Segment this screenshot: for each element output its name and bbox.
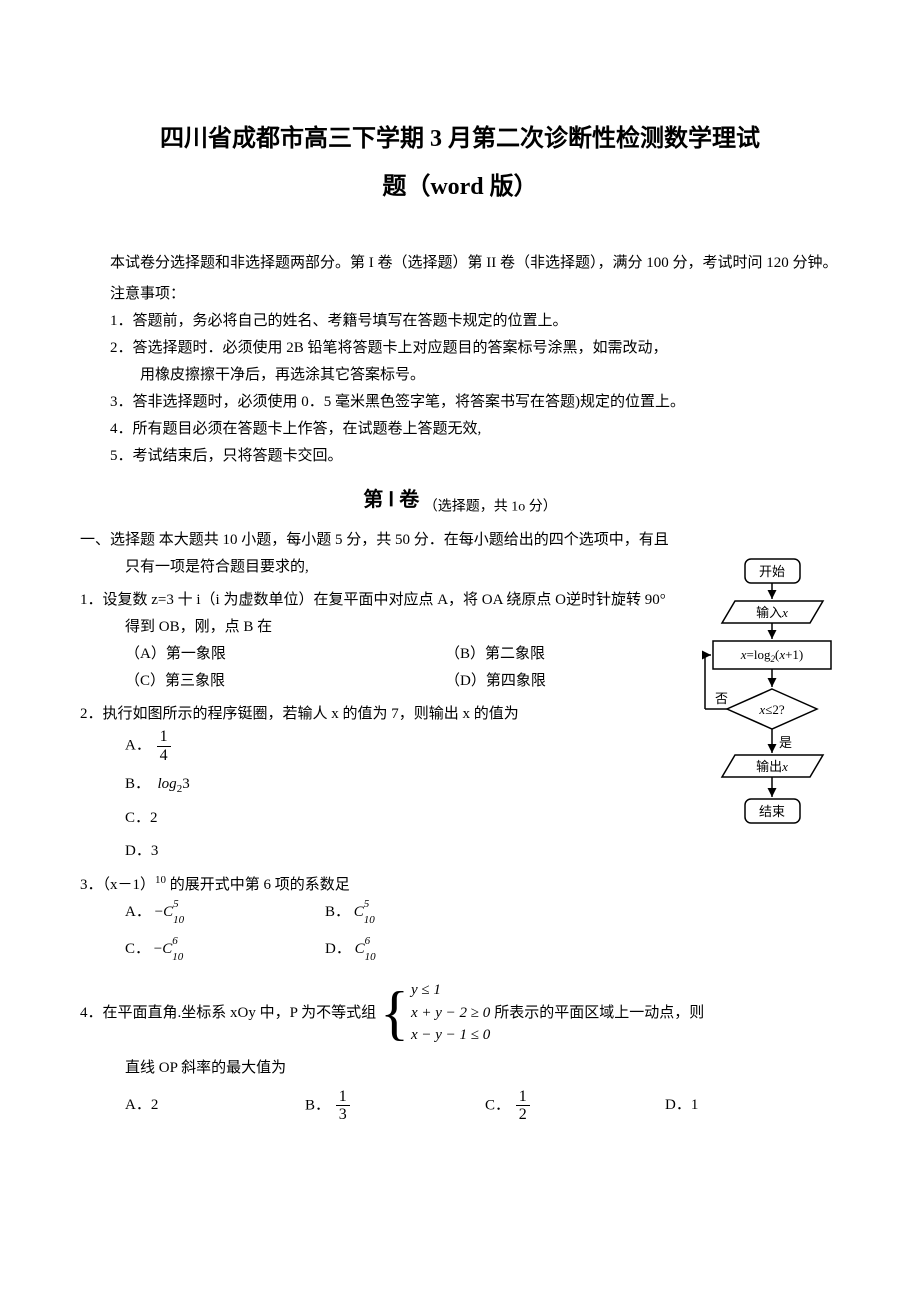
page-subtitle: 题（word 版）: [80, 166, 840, 209]
intro-text: 本试卷分选择题和非选择题两部分。第 I 卷（选择题）第 II 卷（非选择题），满…: [80, 250, 840, 277]
combination: C106: [162, 936, 172, 963]
q1-text: 得到 OB，刚，点 B 在: [80, 614, 840, 641]
eq-line: x − y − 1 ≤ 0: [411, 1024, 490, 1047]
q1-opt-d: （D）第四象限: [445, 668, 546, 695]
question-4: 4．在平面直角.坐标系 xOy 中，P 为不等式组 { y ≤ 1 x + y …: [80, 979, 840, 1124]
denominator: 2: [516, 1106, 530, 1124]
opt-label: D．: [325, 941, 351, 957]
notice-item: 用橡皮擦擦干净后，再选涂其它答案标号。: [80, 362, 840, 389]
q4-opt-b: B． 1 3: [305, 1088, 485, 1124]
question-2: 2．执行如图所示的程序铤圈，若输人 x 的值为 7，则输出 x 的值为 A． 1…: [80, 701, 840, 865]
fraction: 1 4: [157, 728, 171, 764]
svg-text:开始: 开始: [759, 564, 785, 579]
section-main: 第 Ⅰ 卷: [363, 489, 419, 511]
eq-line: x + y − 2 ≥ 0: [411, 1002, 490, 1025]
q2-opt-a: A． 1 4: [125, 728, 840, 764]
q1-options: （A）第一象限 （B）第二象限 （C）第三象限 （D）第四象限: [125, 641, 840, 695]
q1-opt-a: （A）第一象限: [125, 641, 445, 668]
fraction: 1 2: [516, 1088, 530, 1124]
combination: C105: [163, 899, 173, 926]
q4-options: A．2 B． 1 3 C． 1 2 D．1: [125, 1088, 840, 1124]
fraction: 1 3: [336, 1088, 350, 1124]
opt-label: A．: [125, 738, 151, 754]
q3-opt-c: C． −C106: [125, 936, 325, 963]
neg-sign: −: [155, 904, 163, 920]
opt-label: B．: [325, 904, 350, 920]
math-log: log: [158, 776, 177, 792]
q4-text-pre: 4．在平面直角.坐标系 xOy 中，P 为不等式组: [80, 1000, 376, 1027]
opt-label: C．: [125, 941, 150, 957]
left-brace-icon: {: [380, 983, 409, 1043]
numerator: 1: [157, 728, 171, 747]
opt-label: B．: [125, 776, 150, 792]
q3-opt-d: D． C106: [325, 936, 525, 963]
q2-opt-c: C．2: [125, 805, 840, 832]
math-arg: 3: [182, 776, 190, 792]
notice-item: 5．考试结束后，只将答题卡交回。: [80, 443, 840, 470]
combination: C106: [355, 936, 365, 963]
notice-item: 3．答非选择题时，必须使用 0．5 毫米黑色签字笔，将答案书写在答题)规定的位置…: [80, 389, 840, 416]
q1-text: 1．设复数 z=3 十 i（i 为虚数单位）在复平面中对应点 A，将 OA 绕原…: [80, 587, 840, 614]
q1-opt-c: （C）第三象限: [125, 668, 445, 695]
opt-label: A．: [125, 904, 151, 920]
q2-opt-d: D．3: [125, 838, 840, 865]
section-sub: （选择题，共 1o 分）: [424, 499, 557, 514]
notice-item: 4．所有题目必须在答题卡上作答，在试题卷上答题无效,: [80, 416, 840, 443]
denominator: 3: [336, 1106, 350, 1124]
notice-title: 注意事项：: [80, 281, 840, 308]
q2-options: A． 1 4 B． log23 C．2 D．3: [125, 728, 840, 865]
q3-text-part: 3．（x－1）: [80, 877, 155, 893]
question-1: 1．设复数 z=3 十 i（i 为虚数单位）在复平面中对应点 A，将 OA 绕原…: [80, 587, 840, 695]
q2-opt-b: B． log23: [125, 771, 840, 800]
notice-item: 1．答题前，务必将自己的姓名、考籍号填写在答题卡规定的位置上。: [80, 308, 840, 335]
q4-text: 4．在平面直角.坐标系 xOy 中，P 为不等式组 { y ≤ 1 x + y …: [80, 979, 840, 1047]
q4-opt-d: D．1: [665, 1092, 698, 1119]
section-desc: 一、选择题 本大题共 10 小题，每小题 5 分，共 50 分．在每小题给出的四…: [80, 527, 840, 554]
equation-system: { y ≤ 1 x + y − 2 ≥ 0 x − y − 1 ≤ 0: [380, 979, 490, 1047]
numerator: 1: [516, 1088, 530, 1107]
notice-item: 2．答选择题时．必须使用 2B 铅笔将答题卡上对应题目的答案标号涂黑，如需改动，: [80, 335, 840, 362]
opt-label: B．: [305, 1097, 330, 1113]
question-3: 3．（x－1）10 的展开式中第 6 项的系数足 A． −C105 B． C10…: [80, 871, 840, 963]
q3-text: 3．（x－1）10 的展开式中第 6 项的系数足: [80, 871, 840, 899]
q4-text-post: 所表示的平面区域上一动点，则: [494, 1000, 704, 1027]
q3-text-part: 的展开式中第 6 项的系数足: [166, 877, 350, 893]
q3-opt-b: B． C105: [325, 899, 525, 926]
q4-text-line2: 直线 OP 斜率的最大值为: [80, 1055, 840, 1082]
eq-line: y ≤ 1: [411, 979, 490, 1002]
q4-opt-a: A．2: [125, 1092, 305, 1119]
q3-opt-a: A． −C105: [125, 899, 325, 926]
opt-label: C．: [485, 1097, 510, 1113]
combination: C105: [354, 899, 364, 926]
neg-sign: −: [154, 941, 162, 957]
denominator: 4: [157, 747, 171, 765]
numerator: 1: [336, 1088, 350, 1107]
exponent: 10: [155, 874, 166, 886]
q4-opt-c: C． 1 2: [485, 1088, 665, 1124]
q3-options: A． −C105 B． C105 C． −C106 D． C106: [125, 899, 840, 963]
page-title: 四川省成都市高三下学期 3 月第二次诊断性检测数学理试: [80, 120, 840, 158]
q1-opt-b: （B）第二象限: [445, 641, 625, 668]
q2-text: 2．执行如图所示的程序铤圈，若输人 x 的值为 7，则输出 x 的值为: [80, 701, 840, 728]
section-header: 第 Ⅰ 卷 （选择题，共 1o 分）: [80, 482, 840, 520]
